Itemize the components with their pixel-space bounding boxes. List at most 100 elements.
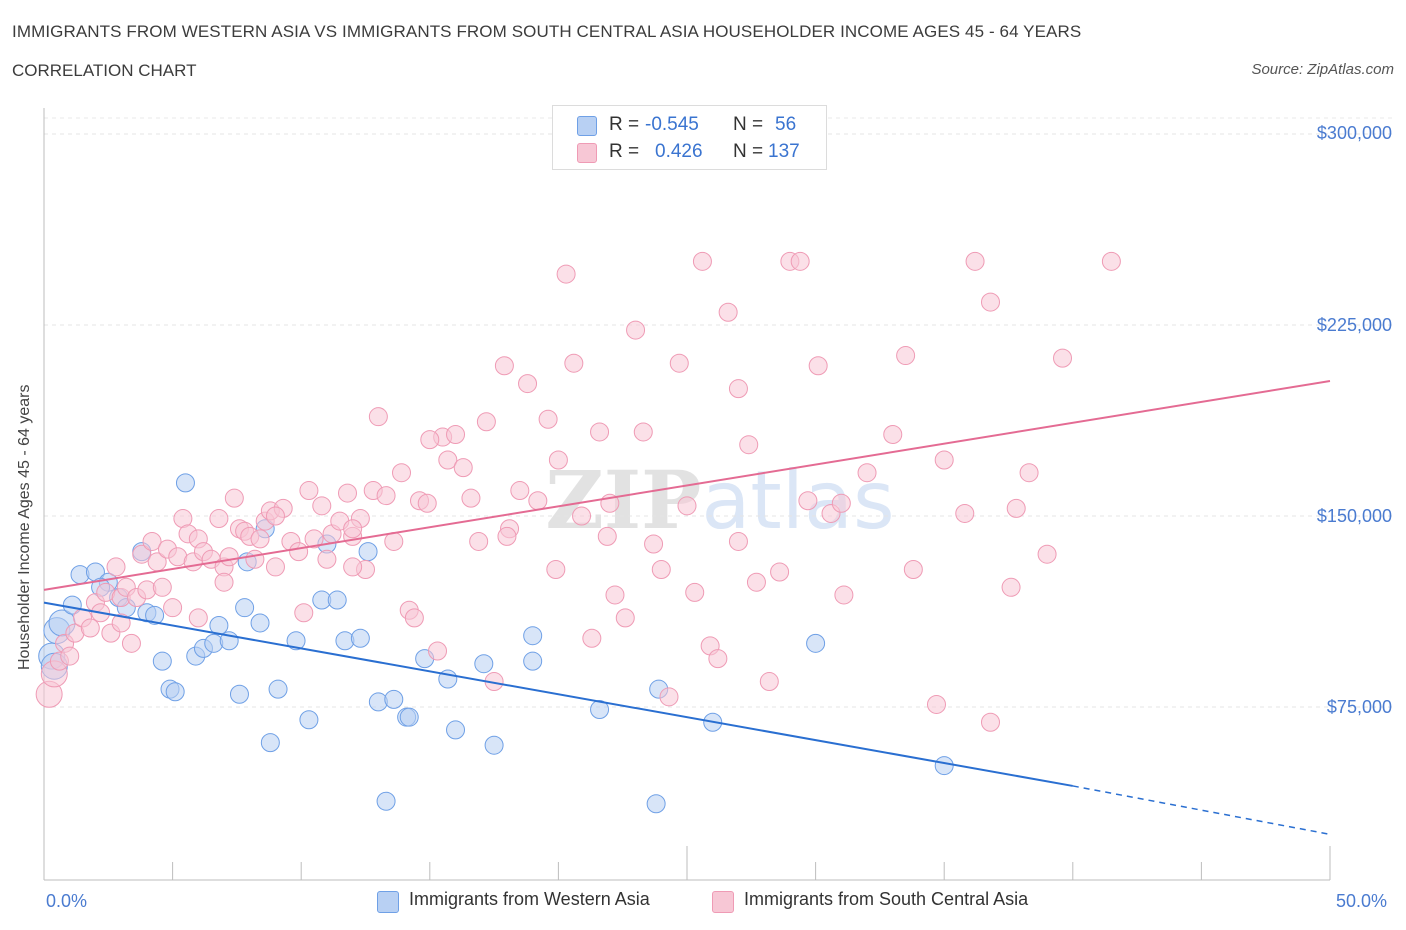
point-south-central-asia (209, 509, 229, 529)
bottom-legend-swatch-blue (377, 891, 399, 913)
point-south-central-asia (368, 407, 388, 427)
point-south-central-asia (582, 628, 602, 648)
point-south-central-asia (528, 491, 548, 511)
point-western-asia (646, 794, 666, 814)
point-western-asia (229, 684, 249, 704)
point-south-central-asia (106, 557, 126, 577)
point-south-central-asia (728, 531, 748, 551)
point-western-asia (235, 598, 255, 618)
y-tick-label: $75,000 (1326, 697, 1392, 717)
point-western-asia (523, 626, 543, 646)
point-south-central-asia (1001, 577, 1021, 597)
legend-r-label: R = (609, 141, 640, 162)
point-south-central-asia (980, 712, 1000, 732)
point-south-central-asia (896, 346, 916, 366)
point-south-central-asia (304, 529, 324, 549)
bottom-legend-label: Immigrants from South Central Asia (744, 889, 1029, 909)
point-south-central-asia (343, 557, 363, 577)
legend-n-value: 56 (775, 114, 797, 135)
point-south-central-asia (633, 422, 653, 442)
point-south-central-asia (857, 463, 877, 483)
trend-line-western-asia (43, 601, 1073, 787)
point-south-central-asia (831, 493, 851, 513)
point-south-central-asia (1101, 251, 1121, 271)
point-south-central-asia (546, 559, 566, 579)
point-western-asia (350, 628, 370, 648)
point-south-central-asia (728, 379, 748, 399)
point-south-central-asia (644, 534, 664, 554)
point-western-asia (484, 735, 504, 755)
point-south-central-asia (605, 585, 625, 605)
point-south-central-asia (132, 544, 152, 564)
legend-swatch-pink (577, 143, 597, 163)
point-south-central-asia (152, 577, 172, 597)
point-western-asia (299, 710, 319, 730)
point-south-central-asia (518, 374, 538, 394)
x-tick-label-min: 0.0% (46, 891, 88, 911)
point-western-asia (384, 689, 404, 709)
point-south-central-asia (692, 251, 712, 271)
y-tick-label: $300,000 (1316, 123, 1392, 143)
point-south-central-asia (392, 463, 412, 483)
point-south-central-asia (965, 251, 985, 271)
point-south-central-asia (80, 618, 100, 638)
point-south-central-asia (955, 503, 975, 523)
trend-line-extension (1072, 785, 1331, 836)
point-south-central-asia (446, 425, 466, 445)
legend-r-label: R = (609, 114, 640, 135)
point-south-central-asia (312, 496, 332, 516)
point-south-central-asia (428, 641, 448, 661)
point-western-asia (286, 631, 306, 651)
point-south-central-asia (538, 409, 558, 429)
chart-title: IMMIGRANTS FROM WESTERN ASIA VS IMMIGRAN… (12, 22, 1082, 41)
point-south-central-asia (510, 481, 530, 501)
point-south-central-asia (669, 353, 689, 373)
point-western-asia (806, 633, 826, 653)
point-south-central-asia (685, 582, 705, 602)
point-south-central-asia (265, 557, 285, 577)
point-western-asia (474, 654, 494, 674)
point-western-asia (934, 756, 954, 776)
point-south-central-asia (1037, 544, 1057, 564)
legend-n-value: 137 (768, 141, 800, 162)
point-western-asia (175, 473, 195, 493)
chart-source: Source: ZipAtlas.com (1251, 61, 1394, 78)
legend-r-value: -0.545 (645, 114, 699, 135)
point-south-central-asia (294, 603, 314, 623)
point-south-central-asia (376, 486, 396, 506)
point-south-central-asia (163, 598, 183, 618)
point-south-central-asia (497, 526, 517, 546)
point-south-central-asia (337, 483, 357, 503)
point-western-asia (399, 707, 419, 727)
point-western-asia (152, 651, 172, 671)
point-western-asia (446, 720, 466, 740)
point-south-central-asia (798, 491, 818, 511)
point-south-central-asia (980, 292, 1000, 312)
point-south-central-asia (883, 425, 903, 445)
point-western-asia (523, 651, 543, 671)
bottom-legend-swatch-pink (712, 891, 734, 913)
point-south-central-asia (718, 302, 738, 322)
point-south-central-asia (677, 496, 697, 516)
point-western-asia (376, 791, 396, 811)
point-western-asia (165, 682, 185, 702)
point-western-asia (145, 605, 165, 625)
point-south-central-asia (615, 608, 635, 628)
point-south-central-asia (404, 608, 424, 628)
point-south-central-asia (420, 430, 440, 450)
point-south-central-asia (548, 450, 568, 470)
point-western-asia (260, 733, 280, 753)
point-western-asia (358, 542, 378, 562)
point-south-central-asia (651, 559, 671, 579)
point-south-central-asia (219, 547, 239, 567)
point-south-central-asia (289, 542, 309, 562)
point-south-central-asia (494, 356, 514, 376)
point-western-asia (590, 700, 610, 720)
point-south-central-asia (739, 435, 759, 455)
y-tick-label: $225,000 (1316, 315, 1392, 335)
point-south-central-asia (834, 585, 854, 605)
legend-swatch-blue (577, 116, 597, 136)
point-south-central-asia (808, 356, 828, 376)
point-south-central-asia (597, 526, 617, 546)
point-south-central-asia (659, 687, 679, 707)
